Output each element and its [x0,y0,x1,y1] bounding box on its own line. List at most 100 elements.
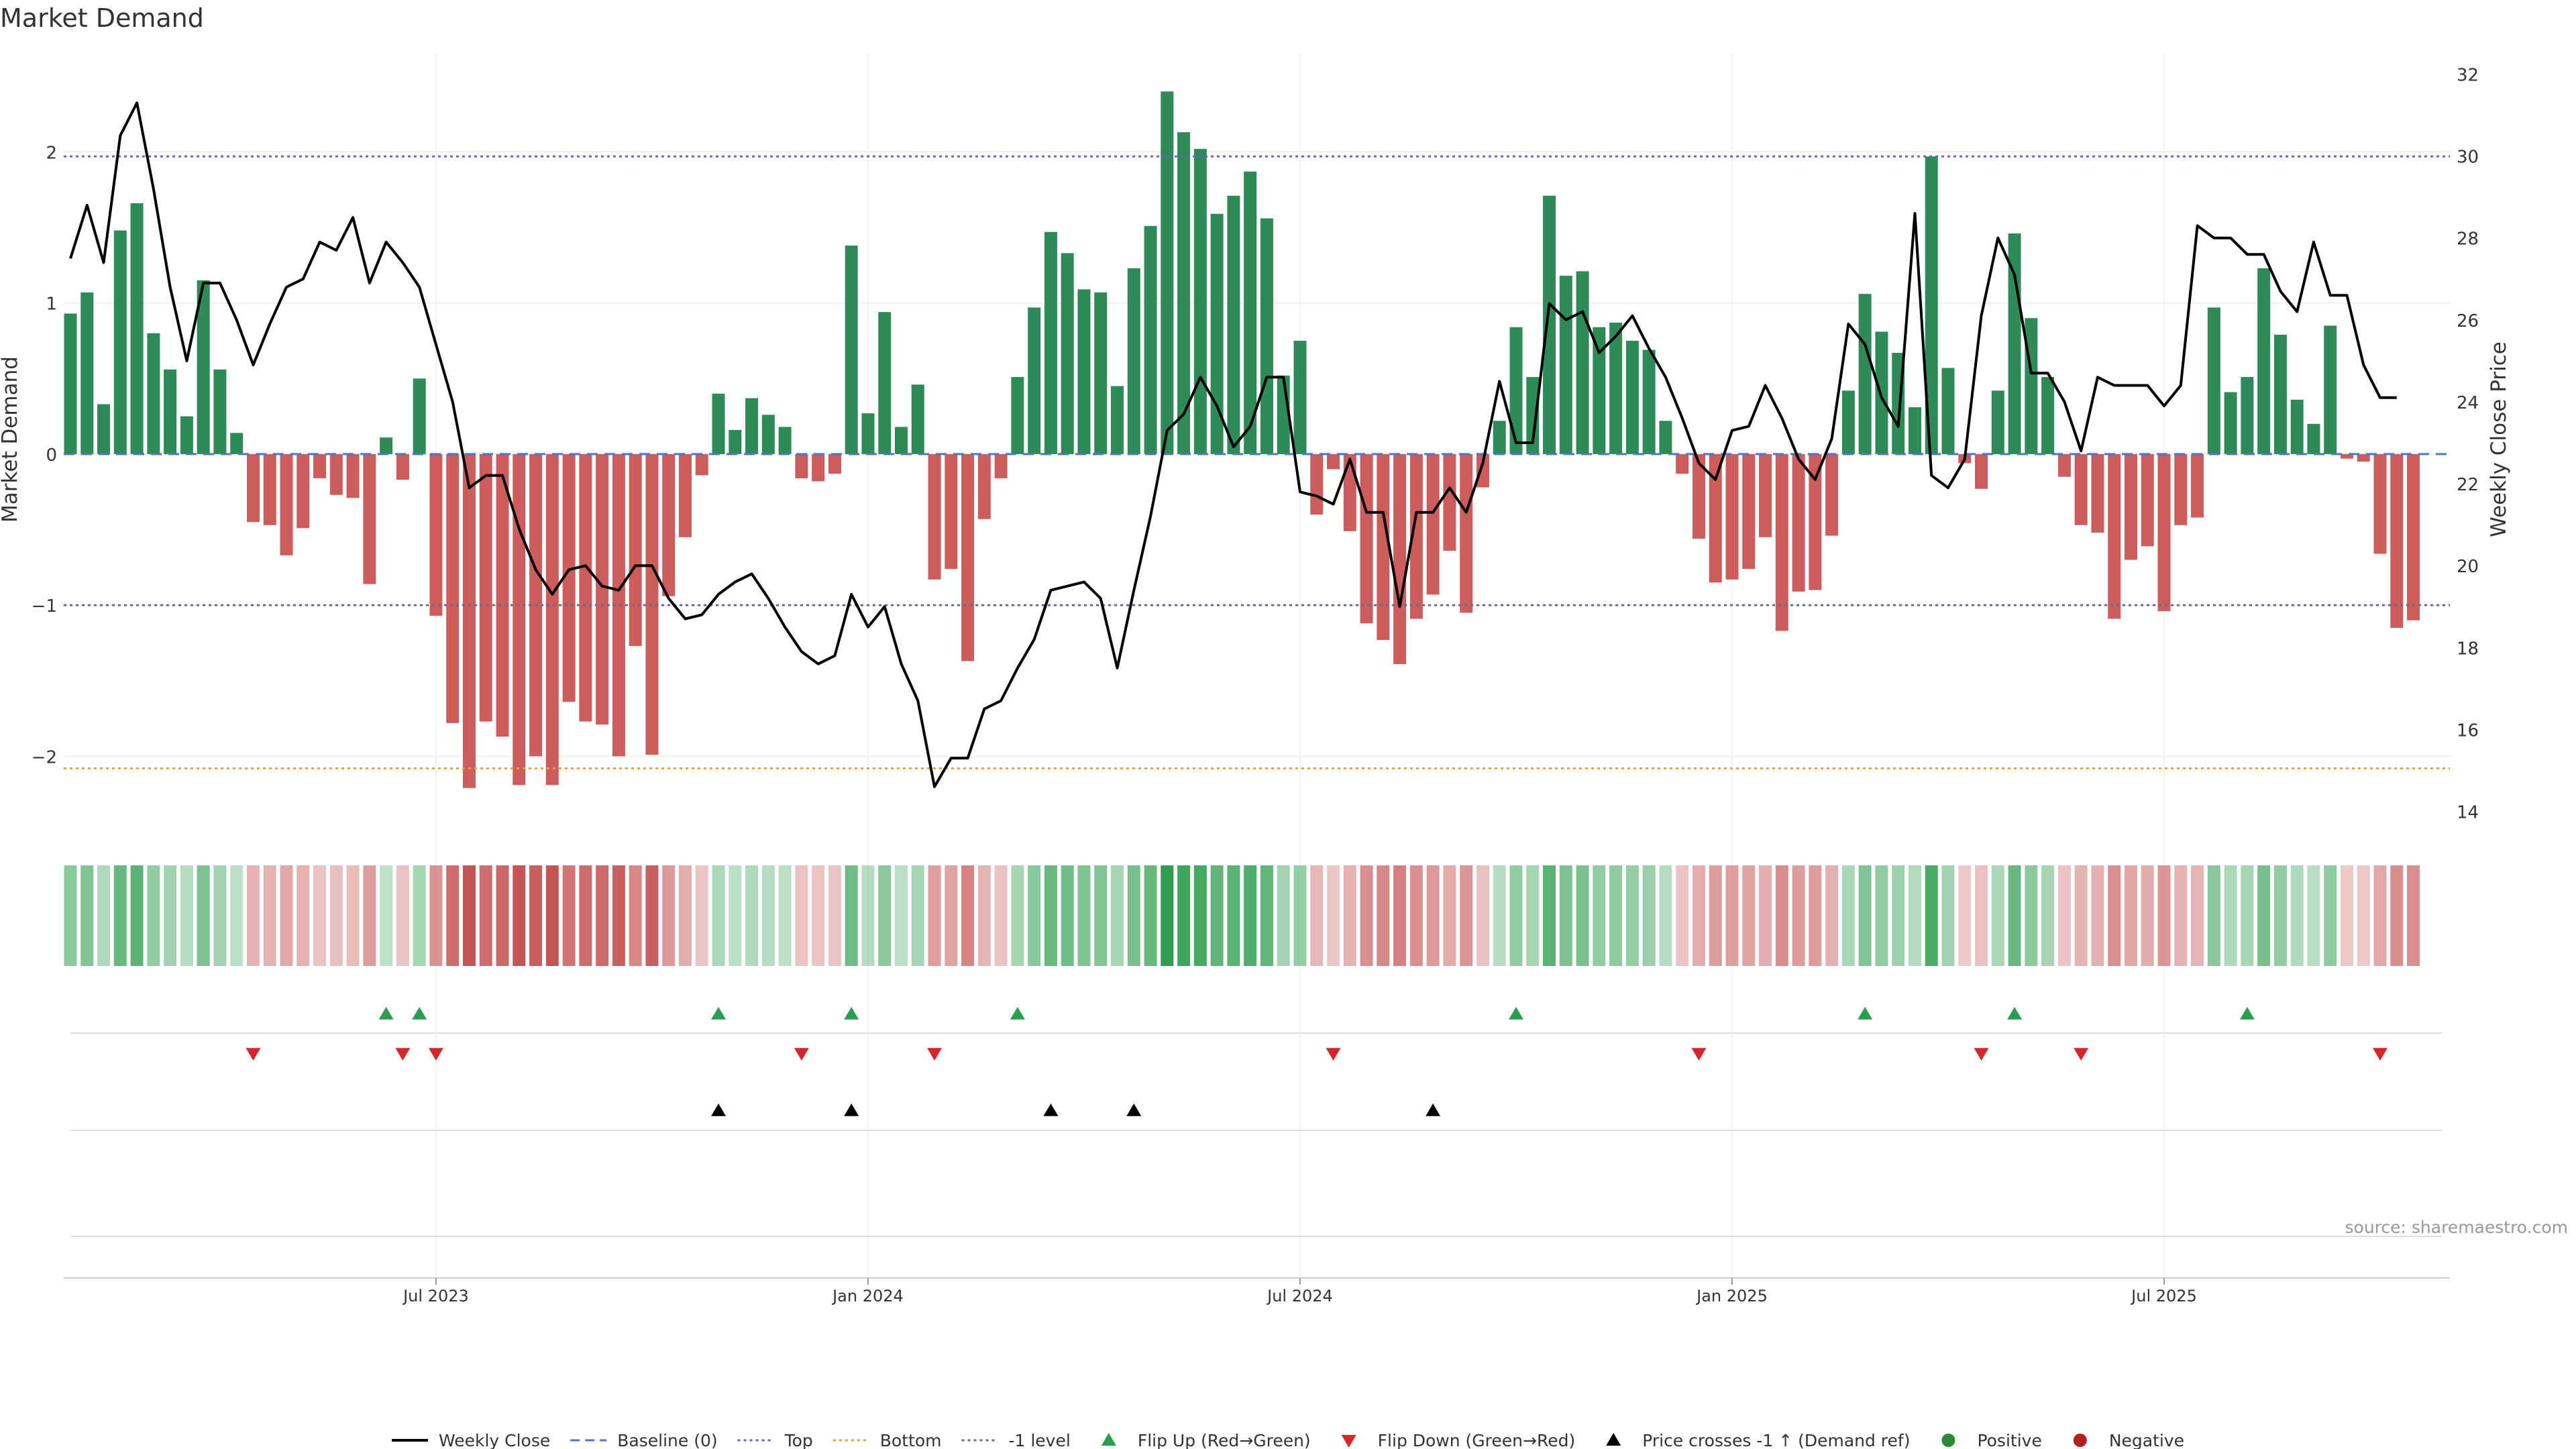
heat-cell [1975,865,1988,966]
demand-bar [778,427,792,454]
heat-cell [2224,865,2237,966]
y-tick-label-right: 28 [2457,229,2479,250]
heat-cell [1144,865,1157,966]
heat-cell [363,865,376,966]
heat-cell [761,865,775,966]
legend-item: Negative [2073,1431,2184,1449]
heat-cell [2074,865,2088,966]
heat-cell [2008,865,2021,966]
heat-cell [297,865,310,966]
demand-bar [197,280,210,454]
demand-bar [346,453,360,498]
demand-bar [712,393,725,454]
heat-cell [280,865,293,966]
legend-item: Baseline (0) [570,1431,718,1449]
legend-label: Weekly Close [439,1431,550,1449]
demand-bar [1077,289,1091,454]
demand-bar [2340,453,2353,459]
demand-bar [1426,453,1440,595]
heat-cell [80,865,94,966]
demand-bar [2041,377,2055,454]
heat-cell [1077,865,1091,966]
heat-cell [678,865,692,966]
legend: Weekly Close Baseline (0) Top Bottom -1 leve… [391,1431,2184,1449]
heat-cell [1127,865,1140,966]
flip-down-marker [2373,1048,2388,1061]
demand-bar [562,453,576,702]
y-tick-label-left: −2 [32,747,57,767]
heat-cell [1991,865,2004,966]
weekly-close-line [69,101,2397,788]
legend-item: Weekly Close [391,1431,550,1449]
heat-cell [213,865,227,966]
demand-bar [2174,453,2188,525]
heat-cell [1443,865,1456,966]
heat-cell [1061,865,1074,966]
demand-bar [1576,271,1589,454]
heat-cell [1493,865,1506,966]
demand-bar [1975,453,1988,489]
demand-bar [2390,453,2404,628]
heat-cell [429,865,443,966]
demand-bar [380,437,393,454]
demand-heat-strip [64,865,2420,966]
demand-bar [1460,453,1473,613]
demand-bar [1875,331,1888,454]
heat-cell [2390,865,2404,966]
demand-bar [496,453,509,737]
heat-cell [513,865,526,966]
heat-cell [2025,865,2038,966]
heat-cell [2091,865,2104,966]
demand-bar [1210,213,1224,454]
flip-up-marker [711,1007,727,1020]
demand-bar [1443,453,1456,551]
heat-cell [1825,865,1839,966]
demand-bar [1227,195,1240,454]
heat-cell [911,865,924,966]
heat-cell [645,865,659,966]
legend-item: Top [737,1431,813,1449]
legend-item: Flip Down (Green→Red) [1341,1431,1575,1449]
heat-cell [1759,865,1772,966]
heat-cell [1227,865,1240,966]
price-cross-marker [1043,1104,1059,1116]
demand-bar [313,453,327,478]
heat-cell [130,865,144,966]
heat-cell [2191,865,2204,966]
demand-bar [545,453,559,786]
y-tick-label-right: 16 [2457,720,2479,741]
legend-item: Positive [1941,1431,2042,1449]
demand-bar [729,429,742,454]
flip-down-marker [395,1048,411,1061]
x-tick-label: Jan 2024 [831,1287,904,1305]
level-lines [64,155,2450,769]
demand-bar [1111,386,1124,454]
demand-bar [1509,327,1523,454]
heat-cell [462,865,476,966]
x-tick-label: Jul 2024 [1266,1287,1333,1305]
heat-cell [2324,865,2337,966]
demand-bar [1692,453,1705,539]
demand-bar [1659,421,1672,454]
demand-bar [1144,225,1157,454]
demand-bar [164,369,177,454]
heat-cell [729,865,742,966]
demand-bar [977,453,991,519]
demand-bar [513,453,526,786]
demand-bar [2407,453,2420,621]
heat-cell [2041,865,2055,966]
x-axis: Jul 2023 Jan 2024 Jul 2024 Jan 2025 Jul 2025 [64,1277,2450,1305]
heat-cell [97,865,111,966]
flip-down-marker [246,1048,261,1061]
heat-cell [2141,865,2154,966]
heat-cell [1044,865,1057,966]
demand-bar [462,453,476,788]
demand-bar [2124,453,2137,560]
demand-bar [928,453,941,580]
demand-bar [961,453,975,661]
heat-cell [2157,865,2171,966]
demand-bar [297,453,310,529]
legend-label: -1 level [1008,1431,1070,1449]
demand-bar [64,313,77,454]
heat-cell [329,865,343,966]
